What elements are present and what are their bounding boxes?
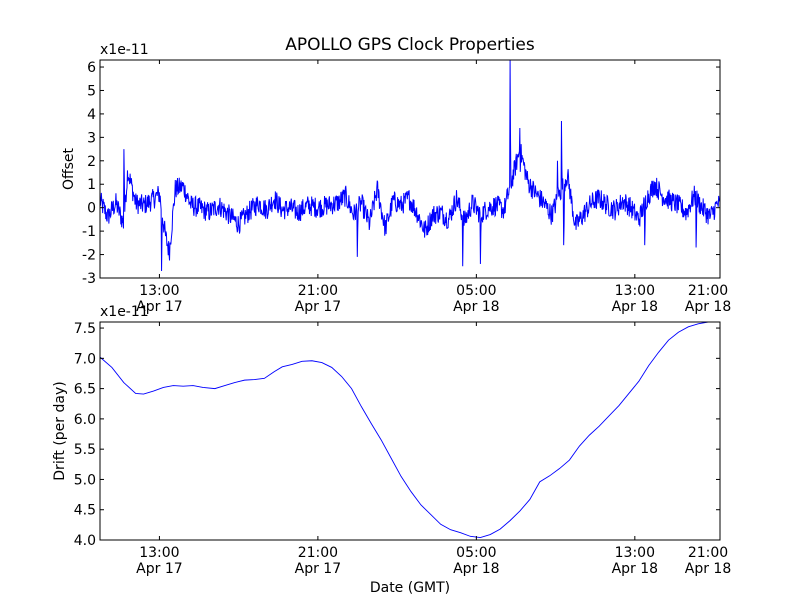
y-tick-label: 7.5 [74, 321, 96, 337]
x-tick-date-label: Apr 18 [685, 299, 731, 315]
x-tick-date-label: Apr 17 [295, 299, 341, 315]
y-tick-label: 3 [87, 130, 96, 146]
y-tick-label: -3 [82, 271, 96, 287]
y-tick-label: 4.0 [74, 533, 96, 549]
x-tick-date-label: Apr 18 [453, 561, 499, 577]
offset-y-axis-label: Offset [61, 147, 77, 190]
x-tick-date-label: Apr 18 [685, 561, 731, 577]
x-tick-time-label: 21:00 [688, 545, 728, 561]
x-tick-date-label: Apr 17 [295, 561, 341, 577]
x-tick-time-label: 21:00 [298, 283, 338, 299]
x-tick-date-label: Apr 18 [453, 299, 499, 315]
x-tick-date-label: Apr 17 [136, 561, 182, 577]
x-tick-time-label: 13:00 [615, 545, 655, 561]
x-tick-time-label: 05:00 [456, 283, 496, 299]
y-tick-label: 6 [87, 60, 96, 76]
y-tick-label: 5.0 [74, 472, 96, 488]
x-tick-time-label: 21:00 [688, 283, 728, 299]
offset-multiplier-label: x1e-11 [100, 42, 149, 58]
y-tick-label: -2 [82, 248, 96, 264]
offset-axes-frame [99, 59, 721, 279]
x-tick-date-label: Apr 18 [612, 299, 658, 315]
x-tick-time-label: 21:00 [298, 545, 338, 561]
offset-subplot: APOLLO GPS Clock Properties x1e-11 Offse… [61, 35, 731, 315]
y-tick-label: 6.0 [74, 412, 96, 428]
y-tick-label: 5.5 [74, 442, 96, 458]
drift-y-axis-label: Drift (per day) [52, 381, 68, 480]
x-tick-time-label: 13:00 [139, 545, 179, 561]
y-tick-label: 5 [87, 83, 96, 99]
offset-series-group [100, 60, 720, 271]
offset-series-line [100, 60, 720, 271]
y-tick-label: 6.5 [74, 382, 96, 398]
drift-series-line [100, 322, 720, 539]
drift-series-group [100, 322, 720, 539]
y-tick-label: 2 [87, 154, 96, 170]
drift-subplot: x1e-11 Drift (per day) Date (GMT) 4.0 4.5… [52, 304, 731, 596]
y-tick-label: 0 [87, 201, 96, 217]
x-tick-date-label: Apr 17 [136, 299, 182, 315]
y-tick-label: 1 [87, 177, 96, 193]
chart-title: APOLLO GPS Clock Properties [285, 35, 535, 55]
y-tick-label: 4 [87, 107, 96, 123]
x-tick-time-label: 13:00 [139, 283, 179, 299]
x-axis-label: Date (GMT) [370, 580, 450, 596]
x-tick-date-label: Apr 18 [612, 561, 658, 577]
y-tick-label: 4.5 [74, 503, 96, 519]
drift-multiplier-label: x1e-11 [100, 304, 149, 320]
drift-axes-frame [99, 321, 721, 541]
x-tick-time-label: 05:00 [456, 545, 496, 561]
y-tick-label: 7.0 [74, 351, 96, 367]
y-tick-label: -1 [82, 224, 96, 240]
x-tick-time-label: 13:00 [615, 283, 655, 299]
